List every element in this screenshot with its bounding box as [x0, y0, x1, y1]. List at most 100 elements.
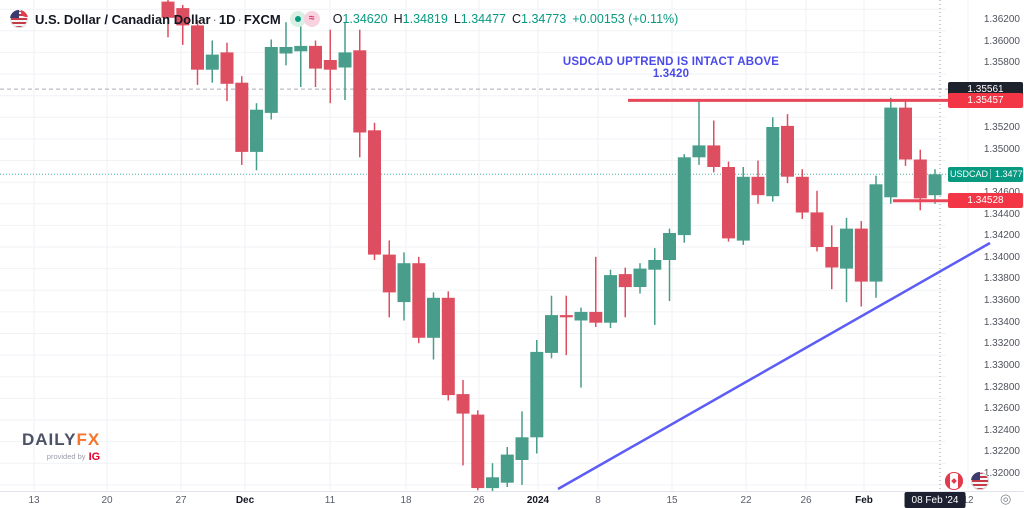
- candle[interactable]: [692, 101, 706, 165]
- candlestick-series[interactable]: [161, 0, 942, 493]
- candle[interactable]: [648, 248, 662, 325]
- candle[interactable]: [795, 169, 809, 219]
- price-label: 1.36000: [983, 35, 1020, 47]
- candle[interactable]: [382, 240, 396, 318]
- candle[interactable]: [191, 20, 204, 85]
- candle[interactable]: [397, 252, 411, 321]
- axis-settings-gear-icon[interactable]: ◎: [1000, 491, 1012, 506]
- candle[interactable]: [353, 29, 367, 158]
- market-status-pills[interactable]: ≈: [289, 11, 320, 27]
- high-label: H: [393, 12, 403, 26]
- candle[interactable]: [515, 411, 529, 485]
- exchange-name[interactable]: FXCM: [243, 11, 281, 27]
- candle[interactable]: [810, 190, 824, 252]
- candle[interactable]: [323, 29, 337, 104]
- time-label: 18: [400, 495, 412, 506]
- ohlc-readout: O1.34620 H1.34819 L1.34477 C1.34773 +0.0…: [333, 12, 679, 26]
- candle[interactable]: [928, 169, 942, 204]
- candle[interactable]: [456, 380, 470, 466]
- candle[interactable]: [250, 103, 263, 171]
- candle[interactable]: [840, 217, 853, 303]
- candle[interactable]: [279, 22, 293, 66]
- candle[interactable]: [235, 76, 249, 165]
- candle[interactable]: [707, 120, 721, 173]
- candle[interactable]: [722, 161, 735, 242]
- candle[interactable]: [633, 263, 647, 294]
- candle[interactable]: [559, 295, 573, 356]
- provided-by-text: provided by: [46, 451, 86, 461]
- candle[interactable]: [220, 42, 234, 102]
- last-price-symbol: USDCAD: [948, 169, 992, 180]
- candle[interactable]: [604, 269, 617, 329]
- candle[interactable]: [205, 40, 219, 83]
- time-label: 12: [962, 495, 974, 506]
- price-level-lines[interactable]: [0, 0, 990, 490]
- price-label: 1.33000: [983, 359, 1020, 371]
- candle[interactable]: [176, 4, 190, 45]
- symbol-name[interactable]: U.S. Dollar / Canadian Dollar: [35, 11, 211, 27]
- candle[interactable]: [884, 97, 898, 204]
- candle[interactable]: [441, 291, 455, 401]
- price-axis[interactable]: 1.35561 1.35457 USDCAD 1.34773 1.34528 1…: [946, 0, 1024, 490]
- usd-flag-icon: [971, 472, 989, 490]
- price-label: 1.35200: [983, 122, 1020, 134]
- candle[interactable]: [500, 447, 514, 487]
- time-label: 22: [740, 495, 752, 506]
- time-axis[interactable]: 08 Feb '24 13 20 27 Dec 11 18 26 2024 8 15 22 26 Feb…: [0, 491, 1024, 508]
- market-open-icon[interactable]: [289, 11, 306, 27]
- dailyfx-watermark: DAILYFX provided by IG: [22, 430, 100, 463]
- price-label: 1.34200: [983, 230, 1020, 242]
- candle[interactable]: [338, 22, 352, 100]
- chart-text-annotation[interactable]: USDCAD UPTREND IS INTACT ABOVE 1.3420: [562, 56, 780, 80]
- close-value: 1.34773: [521, 12, 567, 26]
- change-value: +0.00153 (+0.11%): [572, 12, 679, 26]
- price-label: 1.32200: [983, 446, 1020, 458]
- price-label: 1.34600: [960, 187, 1020, 198]
- symbol-title[interactable]: U.S. Dollar / Canadian Dollar · 1D · FXCM: [35, 11, 281, 27]
- time-label: Feb: [855, 495, 873, 506]
- candle[interactable]: [825, 225, 839, 290]
- candle[interactable]: [663, 228, 676, 302]
- candle[interactable]: [589, 256, 603, 327]
- candle[interactable]: [677, 154, 691, 243]
- crosshair-date-badge: 08 Feb '24: [904, 492, 966, 508]
- candle[interactable]: [781, 114, 794, 184]
- candle[interactable]: [545, 295, 558, 359]
- candle[interactable]: [264, 39, 278, 120]
- uptrend-line[interactable]: [557, 241, 991, 491]
- open-value: 1.34620: [342, 12, 388, 26]
- candle[interactable]: [427, 292, 440, 360]
- support-price-badge: 1.34528: [948, 193, 1023, 209]
- low-value: 1.34477: [460, 12, 506, 26]
- candle[interactable]: [751, 160, 765, 204]
- candle[interactable]: [471, 410, 485, 491]
- high-value: 1.34819: [402, 12, 448, 26]
- resistance-price-badge: 1.35457: [948, 92, 1023, 108]
- delayed-data-icon[interactable]: ≈: [303, 11, 320, 27]
- candle[interactable]: [161, 0, 175, 38]
- candle[interactable]: [736, 167, 750, 245]
- candle[interactable]: [574, 307, 588, 388]
- time-label: 13: [28, 495, 40, 506]
- time-label: 11: [324, 495, 336, 506]
- candle[interactable]: [412, 256, 426, 344]
- candle[interactable]: [869, 175, 883, 298]
- logo-fx-text: FX: [76, 430, 101, 449]
- candle[interactable]: [854, 221, 868, 307]
- price-label: 1.35800: [983, 57, 1020, 69]
- price-label: 1.36200: [983, 14, 1020, 25]
- candle[interactable]: [486, 463, 499, 493]
- candle[interactable]: [899, 98, 912, 166]
- grid-lines: [0, 0, 969, 490]
- time-label: 27: [175, 495, 187, 506]
- candle[interactable]: [294, 23, 308, 87]
- candle[interactable]: [618, 267, 632, 318]
- candle[interactable]: [766, 117, 780, 202]
- candle[interactable]: [368, 122, 381, 260]
- cad-flag-icon: [945, 472, 963, 490]
- candle[interactable]: [530, 340, 544, 454]
- interval-button[interactable]: 1D: [218, 11, 236, 27]
- candle[interactable]: [309, 40, 322, 88]
